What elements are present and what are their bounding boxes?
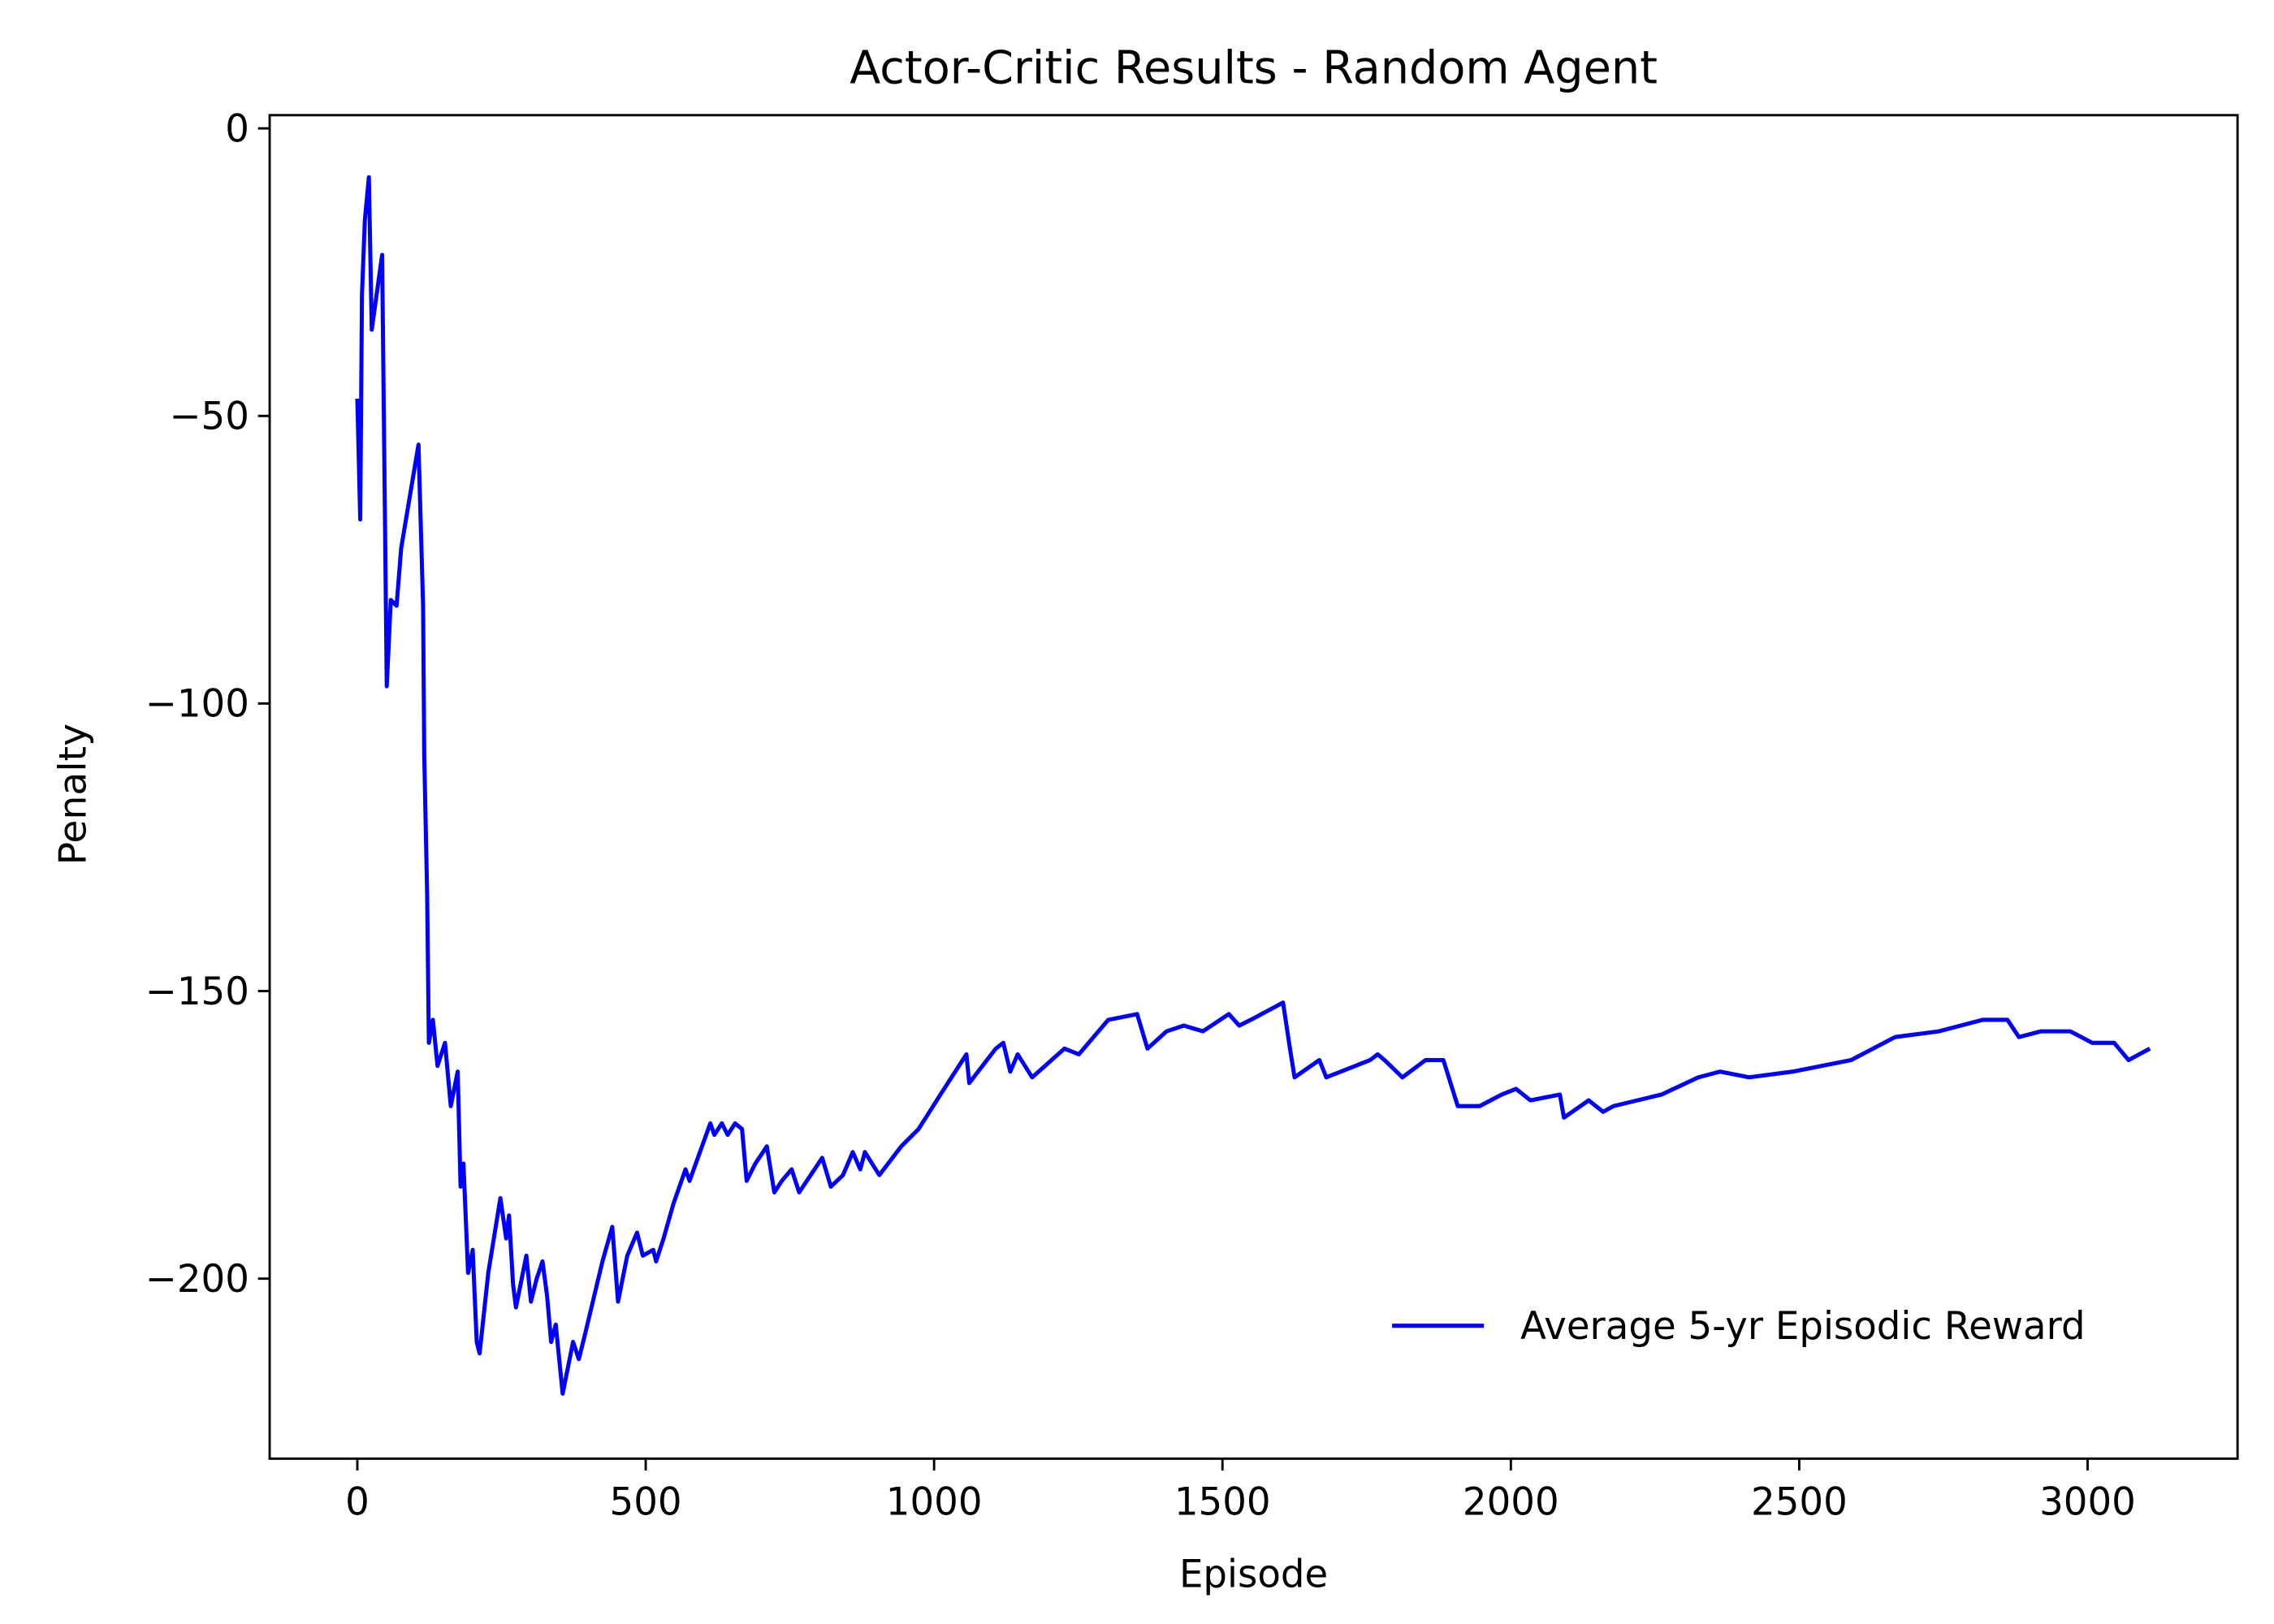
x-tick-label: 2500 — [1751, 1479, 1848, 1524]
x-tick-label: 0 — [345, 1479, 370, 1524]
y-tick-label: 0 — [225, 106, 249, 151]
x-tick-label: 1500 — [1174, 1479, 1271, 1524]
plot-frame — [268, 114, 2239, 1460]
y-tick-label: −50 — [169, 394, 249, 438]
x-tick-label: 500 — [610, 1479, 682, 1524]
chart-title: Actor-Critic Results - Random Agent — [850, 41, 1658, 94]
x-tick-label: 2000 — [1463, 1479, 1559, 1524]
y-axis-label: Penalty — [51, 723, 96, 865]
y-tick-label: −150 — [145, 970, 249, 1014]
line-series — [355, 175, 2151, 1396]
y-tick-label: −200 — [145, 1257, 249, 1302]
legend-label: Average 5-yr Episodic Reward — [1520, 1304, 2086, 1349]
y-tick-label: −100 — [145, 681, 249, 726]
x-tick-label: 1000 — [886, 1479, 983, 1524]
x-tick-label: 3000 — [2039, 1479, 2136, 1524]
x-axis-label: Episode — [1179, 1552, 1328, 1596]
